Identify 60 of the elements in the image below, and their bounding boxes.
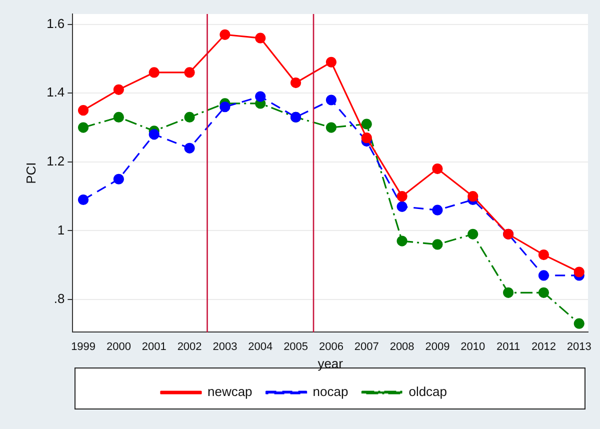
point (432, 204, 443, 216)
point (538, 250, 550, 260)
point (396, 191, 408, 202)
legend-label: oldcap (408, 384, 448, 400)
x-tick-label: 1999 (71, 340, 96, 353)
x-tick-label: 2006 (318, 340, 344, 353)
point (255, 32, 266, 44)
point (538, 287, 550, 298)
y-tick-label: 1.2 (46, 154, 65, 168)
x-tick-label: 2009 (425, 340, 450, 353)
legend-label: newcap (207, 384, 252, 400)
point (326, 94, 337, 106)
x-tick-label: 2000 (106, 340, 131, 353)
point (78, 105, 89, 116)
point (78, 194, 89, 206)
point (220, 102, 230, 112)
x-tick-label: 2011 (496, 340, 520, 353)
point (538, 270, 550, 281)
point (184, 112, 195, 122)
point (326, 122, 337, 133)
legend-label: nocap (312, 384, 348, 400)
y-tick-label: 1.4 (46, 84, 65, 100)
point (326, 56, 337, 68)
point (148, 67, 160, 78)
point (255, 91, 266, 102)
point (78, 122, 89, 133)
point (290, 78, 302, 88)
point (113, 84, 124, 95)
point (468, 228, 478, 240)
x-tick-label: 2004 (248, 340, 273, 353)
point (432, 239, 443, 250)
point (503, 287, 514, 298)
x-tick-label: 2001 (142, 340, 166, 353)
x-tick-label: 2012 (531, 340, 556, 353)
x-tick-label: 2005 (284, 340, 308, 353)
point (574, 318, 584, 329)
point (361, 118, 372, 130)
point (396, 201, 408, 212)
point (184, 142, 195, 154)
point (361, 132, 372, 144)
point (113, 112, 124, 122)
y-tick-label: 1.6 (46, 16, 65, 31)
point (148, 129, 160, 140)
y-tick-label: .8 (54, 291, 65, 306)
point (432, 164, 443, 174)
x-tick-label: 2008 (390, 340, 414, 353)
point (468, 191, 478, 202)
y-axis-title: PCI (23, 162, 38, 184)
point (184, 67, 195, 78)
point (113, 174, 124, 184)
x-tick-label: 2003 (212, 340, 238, 353)
x-tick-label: 2002 (177, 340, 202, 353)
point (396, 236, 408, 246)
x-axis-title: year (318, 356, 344, 371)
point (220, 29, 230, 40)
y-tick-label: 1 (57, 222, 65, 238)
point (574, 266, 584, 278)
x-tick-label: 2007 (354, 340, 379, 353)
x-tick-label: 2013 (566, 340, 592, 353)
x-tick-label: 2010 (460, 340, 486, 353)
